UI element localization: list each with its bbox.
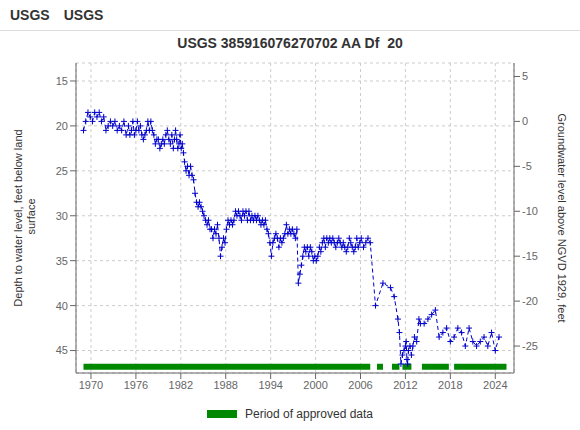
svg-text:5: 5 [522, 70, 528, 82]
svg-text:1994: 1994 [258, 379, 282, 391]
svg-text:1988: 1988 [214, 379, 238, 391]
svg-text:30: 30 [56, 210, 68, 222]
svg-text:-20: -20 [522, 295, 538, 307]
svg-text:2012: 2012 [393, 379, 417, 391]
svg-text:0: 0 [522, 115, 528, 127]
svg-text:1976: 1976 [124, 379, 148, 391]
svg-text:20: 20 [56, 120, 68, 132]
svg-text:2024: 2024 [483, 379, 507, 391]
svg-text:-5: -5 [522, 160, 532, 172]
svg-text:-15: -15 [522, 250, 538, 262]
svg-text:Depth to water level, feet bel: Depth to water level, feet below land su… [12, 129, 37, 306]
svg-text:1982: 1982 [169, 379, 193, 391]
svg-text:-10: -10 [522, 205, 538, 217]
html-text:USGS: USGS [63, 7, 104, 23]
svg-text:40: 40 [56, 300, 68, 312]
svg-text:25: 25 [56, 165, 68, 177]
svg-text:2006: 2006 [348, 379, 372, 391]
html-text:USGS 385916076270702 AA Df 20: USGS 385916076270702 AA Df 20 [177, 35, 403, 51]
html-text:USGS: USGS [10, 7, 50, 23]
svg-text:35: 35 [56, 255, 68, 267]
svg-text:2000: 2000 [303, 379, 327, 391]
svg-text:1970: 1970 [79, 379, 103, 391]
svg-text:15: 15 [56, 75, 68, 87]
svg-text:-25: -25 [522, 340, 538, 352]
html-text:Period of approved data: Period of approved data [245, 407, 373, 421]
svg-text:45: 45 [56, 344, 68, 356]
svg-text:2018: 2018 [438, 379, 462, 391]
svg-text:Groundwater level above NGVD 1: Groundwater level above NGVD 1929, feet [556, 113, 568, 322]
